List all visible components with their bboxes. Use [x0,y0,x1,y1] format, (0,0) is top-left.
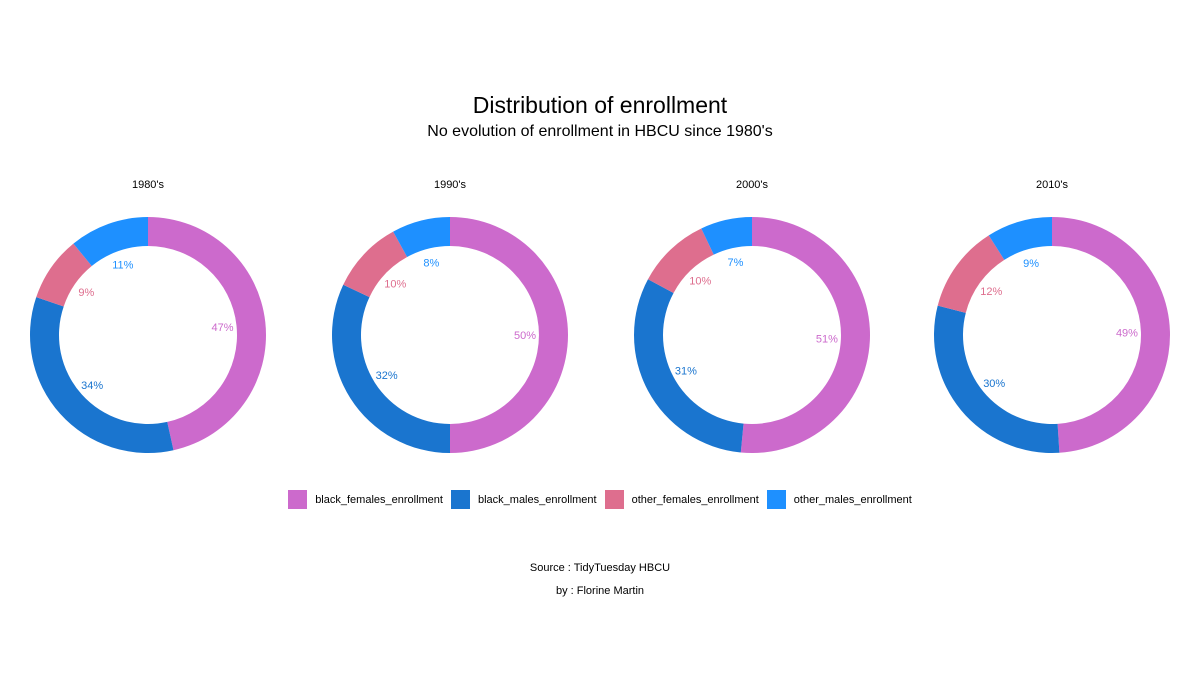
donut-slice-other-females-enrollment [937,235,1005,313]
legend-swatch-black-males [450,490,470,509]
slice-label: 9% [1023,258,1039,270]
slice-label: 11% [112,259,133,271]
legend-label-other-females: other_females_enrollment [631,493,759,506]
source-caption: Source : TidyTuesday HBCU [529,562,671,574]
slice-label: 12% [980,286,1002,298]
donut-slice-other-females-enrollment [343,231,408,298]
panel-title: 1980's [132,179,165,191]
donut-slice-black-females-enrollment [1052,217,1170,453]
slice-label: 30% [983,378,1005,390]
slice-label: 31% [675,365,697,377]
legend-item-other-males: other_males_enrollment [766,490,912,509]
donut-slice-black-females-enrollment [450,217,568,453]
legend-label-other-males: other_males_enrollment [793,493,912,506]
slice-label: 50% [514,330,536,342]
slice-label: 32% [376,370,398,382]
legend: black_females_enrollment black_males_enr… [0,490,1200,509]
legend-item-black-males: black_males_enrollment [450,490,597,509]
donut-slice-other-males-enrollment [393,217,450,258]
legend-swatch-other-males [766,490,786,509]
donut-slice-other-males-enrollment [988,217,1052,260]
legend-item-black-females: black_females_enrollment [288,490,443,509]
slice-label: 8% [423,257,439,269]
author-caption: by : Florine Martin [555,585,645,597]
slice-label: 7% [728,257,744,269]
chart-title: Distribution of enrollment [472,92,728,118]
donut-slice-black-males-enrollment [934,305,1060,453]
slice-label: 34% [81,380,103,392]
donut-slice-black-males-enrollment [332,284,450,453]
slice-label: 10% [689,276,711,288]
legend-label-black-males: black_males_enrollment [477,493,597,506]
donut-slice-black-males-enrollment [29,297,174,453]
slice-label: 10% [384,279,406,291]
slice-label: 9% [78,287,94,299]
donut-charts: 1980's 47% 34% 9% 11% 1990's 50% 32% 10% 8% 2000's… [29,179,1170,453]
slice-label: 47% [212,322,234,334]
donut-slice-black-males-enrollment [634,279,744,453]
legend-label-black-females: black_females_enrollment [315,493,443,506]
chart-subtitle: No evolution of enrollment in HBCU since… [427,123,773,140]
donut-slice-other-males-enrollment [701,217,752,255]
legend-swatch-black-females [288,490,308,509]
donut-slice-black-females-enrollment [148,217,266,451]
donut-slice-other-females-enrollment [647,228,714,293]
donut-slice-other-males-enrollment [73,217,148,267]
slice-label: 49% [1116,328,1138,340]
panel-title: 1990's [434,179,467,191]
legend-swatch-other-females [604,490,624,509]
legend-item-other-females: other_females_enrollment [604,490,759,509]
panel-title: 2010's [1036,179,1069,191]
panel-title: 2000's [736,179,769,191]
donut-slice-other-females-enrollment [36,243,92,307]
donut-slice-black-females-enrollment [740,217,871,453]
slice-label: 51% [816,334,838,346]
